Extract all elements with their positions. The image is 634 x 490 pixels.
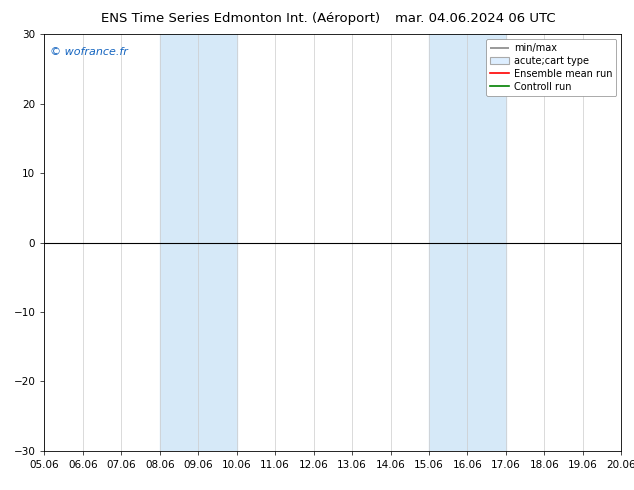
Text: ENS Time Series Edmonton Int. (Aéroport): ENS Time Series Edmonton Int. (Aéroport) — [101, 12, 380, 25]
Text: © wofrance.fr: © wofrance.fr — [50, 47, 128, 57]
Bar — [429, 34, 506, 451]
Bar — [160, 34, 236, 451]
Text: mar. 04.06.2024 06 UTC: mar. 04.06.2024 06 UTC — [395, 12, 556, 25]
Legend: min/max, acute;cart type, Ensemble mean run, Controll run: min/max, acute;cart type, Ensemble mean … — [486, 39, 616, 96]
